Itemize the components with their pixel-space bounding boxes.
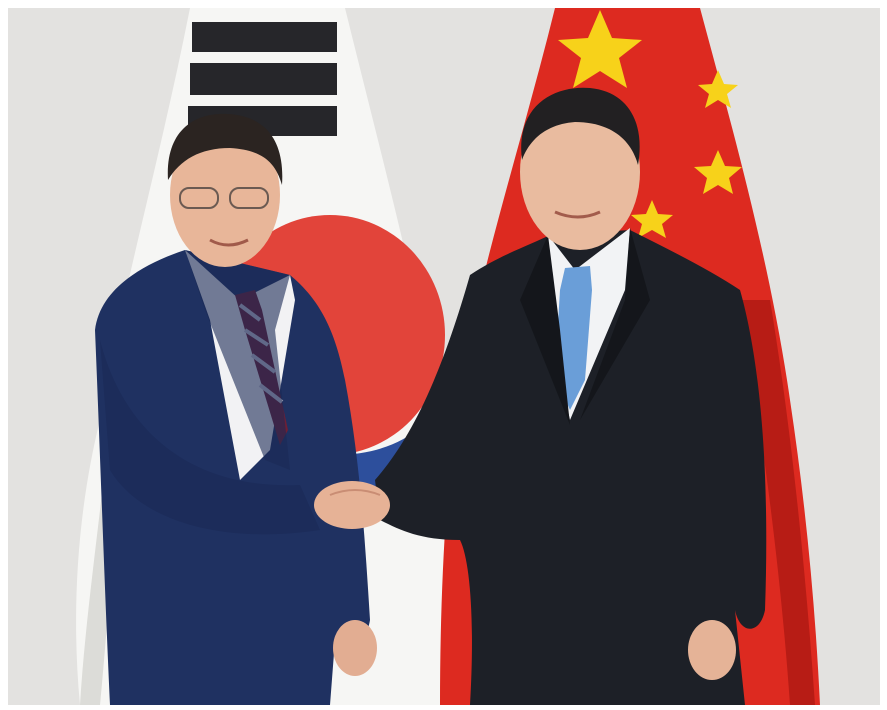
smile: [209, 238, 249, 247]
face: [170, 123, 280, 267]
small-star: [631, 200, 673, 238]
lapel: [580, 228, 650, 420]
lapel: [520, 235, 570, 425]
lapel: [185, 250, 290, 470]
small-star: [694, 150, 742, 194]
large-star: [558, 10, 642, 88]
handshake-detail: [329, 489, 381, 496]
hair: [167, 113, 283, 185]
hand: [333, 620, 377, 676]
hair: [521, 87, 640, 165]
dark-suit: [375, 230, 767, 705]
smile: [554, 210, 601, 219]
glasses: [229, 187, 269, 209]
glasses: [179, 187, 219, 209]
small-star: [698, 70, 738, 108]
hand: [688, 620, 736, 680]
trigram-bar: [192, 22, 337, 52]
face: [520, 94, 640, 250]
handshake: [314, 481, 390, 529]
trigram-bar: [190, 63, 337, 95]
navy-suit: [95, 250, 370, 705]
suit-sleeve: [100, 340, 320, 535]
